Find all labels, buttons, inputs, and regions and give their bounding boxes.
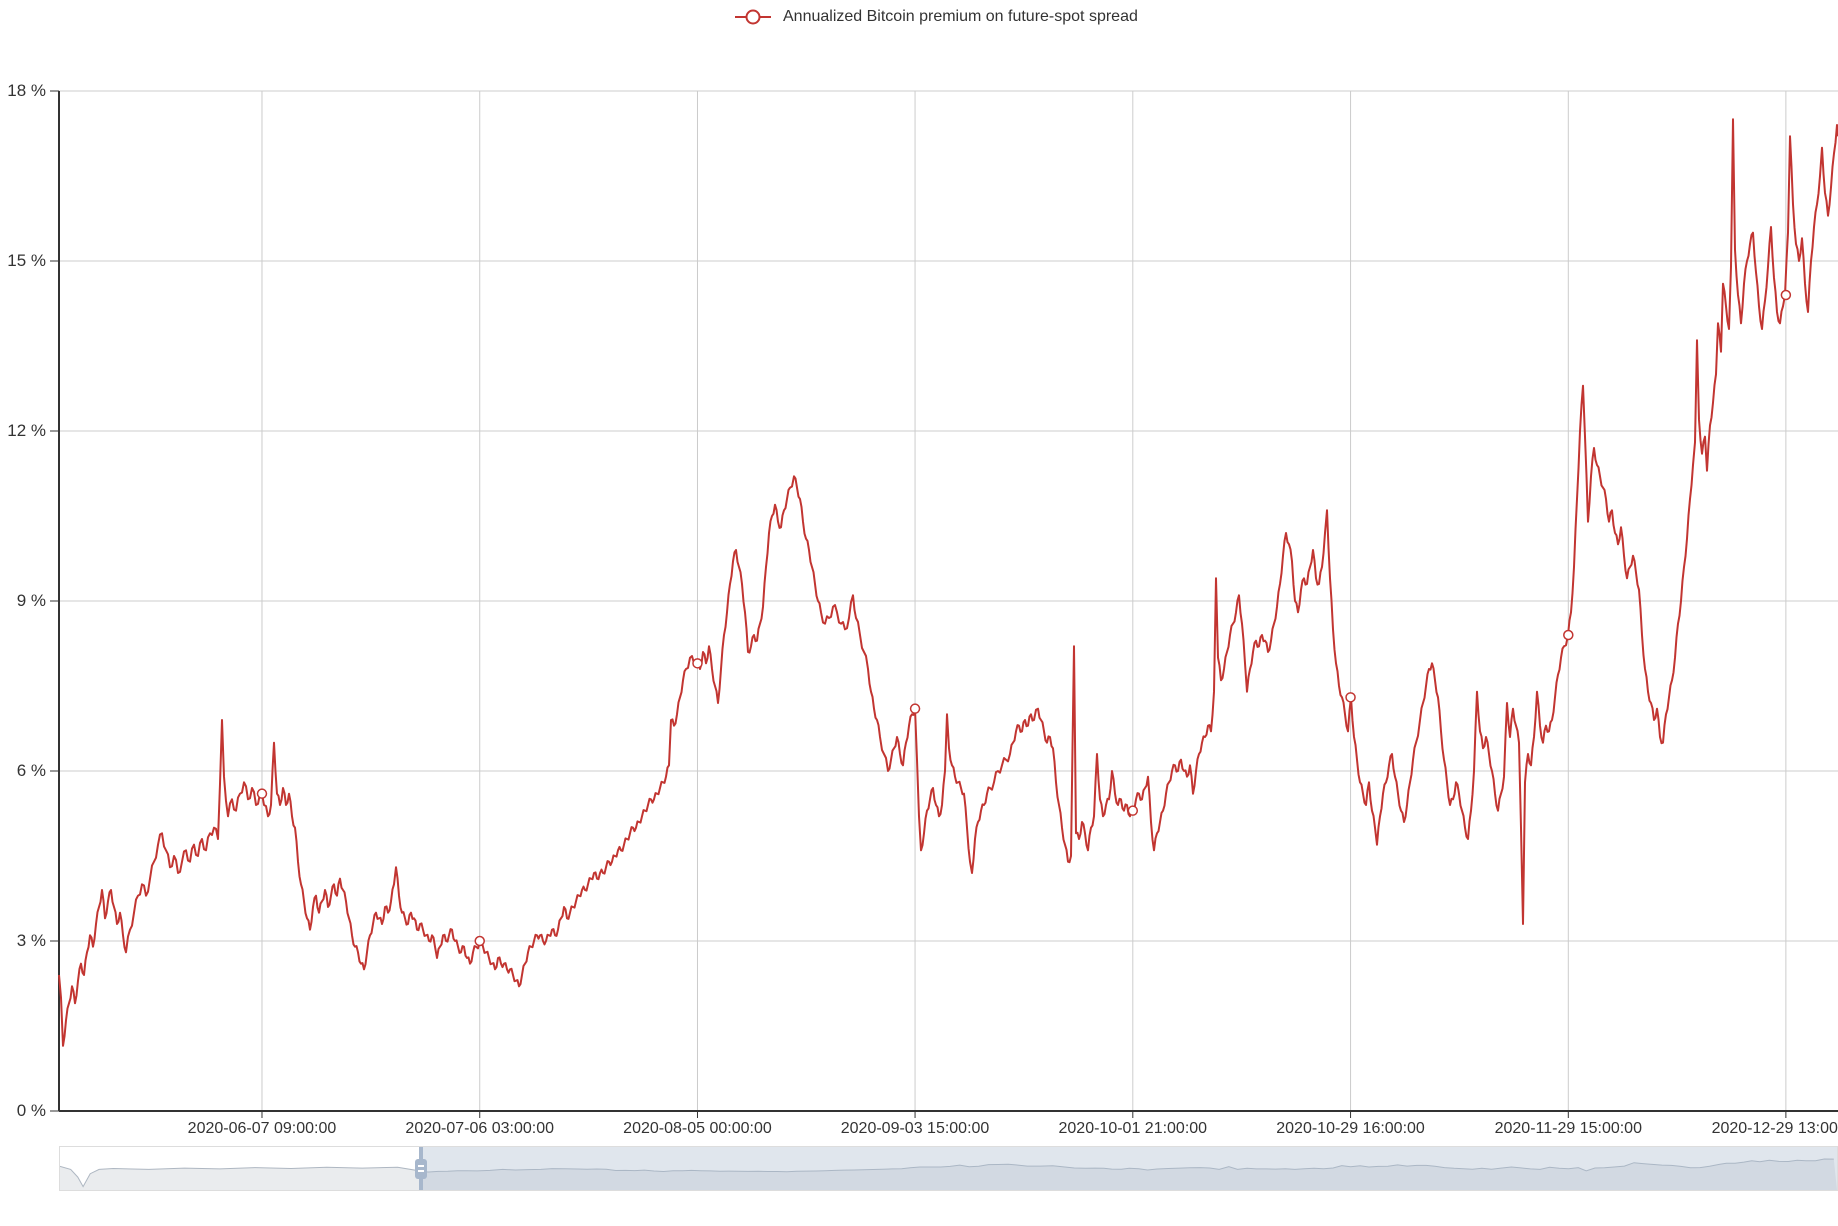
- y-axis-label: 12 %: [7, 421, 46, 440]
- y-axis-label: 15 %: [7, 251, 46, 270]
- y-axis-label: 9 %: [16, 591, 46, 610]
- navigator-mini-chart: [60, 1158, 1837, 1190]
- y-axis-label: 6 %: [16, 761, 46, 780]
- data-point-symbol[interactable]: [1345, 692, 1356, 703]
- navigator-selected-window[interactable]: [420, 1147, 1837, 1190]
- data-point-symbol[interactable]: [256, 788, 268, 799]
- x-axis-label: 2020-10-29 16:00:00: [1276, 1120, 1425, 1137]
- data-point-symbol[interactable]: [474, 935, 485, 947]
- legend-item[interactable]: Annualized Bitcoin premium on future-spo…: [733, 4, 1138, 30]
- x-axis-label: 2020-08-05 00:00:00: [623, 1120, 772, 1137]
- y-axis-label: 0 %: [16, 1101, 46, 1120]
- navigator-left-handle[interactable]: [414, 1147, 427, 1190]
- data-point-symbol[interactable]: [1780, 289, 1792, 301]
- datazoom-navigator[interactable]: [59, 1146, 1838, 1191]
- data-point-symbol[interactable]: [692, 658, 703, 669]
- navigator-area-fill: [60, 1159, 1837, 1190]
- data-point-symbol[interactable]: [909, 703, 921, 714]
- x-axis-label: 2020-11-29 15:00:00: [1494, 1120, 1642, 1137]
- plot-area[interactable]: [50, 90, 1838, 1118]
- data-point-symbol[interactable]: [1563, 629, 1574, 641]
- x-axis-label: 2020-06-07 09:00:00: [187, 1120, 337, 1137]
- data-point-symbol[interactable]: [1127, 805, 1139, 816]
- y-axis-label: 18 %: [7, 81, 46, 100]
- y-axis-label: 3 %: [16, 931, 46, 950]
- navigator-handle-grip-icon: [414, 1158, 427, 1179]
- navigator-line: [60, 1158, 1834, 1188]
- line-chart-canvas: [50, 90, 1838, 1118]
- line-series-legend-icon: [735, 9, 771, 25]
- x-axis-label: 2020-10-01 21:00:00: [1058, 1120, 1208, 1137]
- x-axis-label: 2020-09-03 15:00:00: [840, 1120, 990, 1137]
- series-line: [58, 118, 1838, 1047]
- x-axis-label: 2020-12-29 13:00:00: [1711, 1120, 1838, 1137]
- x-axis-label: 2020-07-06 03:00:00: [405, 1120, 554, 1137]
- legend-label: Annualized Bitcoin premium on future-spo…: [783, 8, 1138, 25]
